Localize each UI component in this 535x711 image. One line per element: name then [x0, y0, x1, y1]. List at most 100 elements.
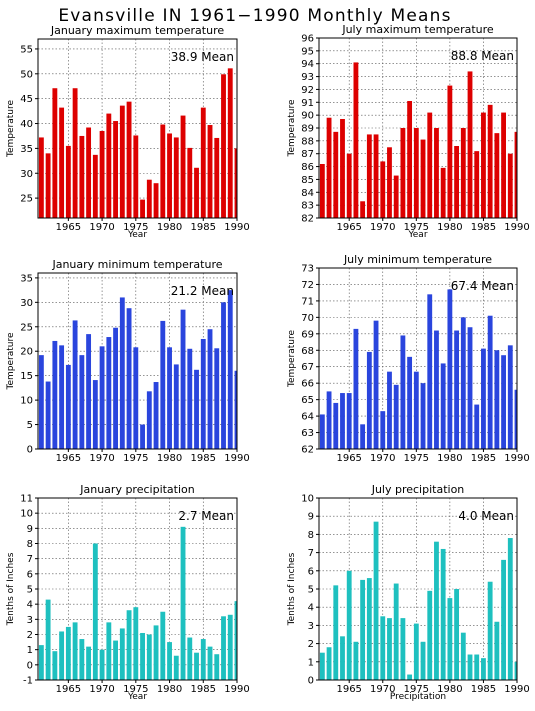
bar-1990	[234, 601, 237, 680]
x-tick-label: 1990	[224, 684, 249, 695]
y-tick-label: 72	[301, 280, 314, 291]
bar-1988	[501, 112, 506, 218]
bar-1970	[99, 130, 105, 218]
bar-1988	[501, 559, 506, 680]
y-tick-label: 1	[27, 645, 33, 656]
bar-1966	[353, 328, 359, 449]
x-tick-label: 1985	[191, 453, 216, 464]
x-tick-label: 1970	[370, 684, 395, 695]
bar-1969	[373, 320, 379, 449]
bar-1967	[360, 579, 366, 680]
y-tick-label: 67	[301, 362, 314, 373]
bar-1984	[194, 652, 199, 680]
y-tick-label: 87	[301, 149, 314, 160]
chart-title: January minimum temperature	[51, 258, 222, 271]
bar-series	[319, 62, 517, 218]
bar-1963	[333, 402, 339, 449]
x-tick-label: 1985	[191, 222, 216, 233]
y-tick-label: 82	[301, 214, 314, 225]
y-tick-label: 7	[308, 548, 314, 559]
y-tick-label: 86	[301, 162, 314, 173]
bar-series	[319, 521, 517, 680]
y-tick-label: 90	[301, 111, 314, 122]
y-tick-label: 2	[308, 639, 314, 650]
y-tick-label: 30	[20, 298, 33, 309]
y-axis-label: Temperature	[6, 100, 16, 158]
bar-1974	[126, 610, 132, 680]
x-axis: 1965 1970 1975 1980 1985 1990	[56, 449, 250, 464]
bar-1961	[319, 652, 325, 680]
bar-1964	[59, 107, 65, 218]
bar-1970	[380, 616, 386, 680]
x-tick-label: 1990	[224, 453, 249, 464]
x-axis: 1965 1970 1975 1980 1985 1990	[56, 680, 250, 695]
bar-1983	[467, 327, 473, 449]
bar-1978	[434, 330, 439, 449]
bar-1973	[400, 335, 406, 449]
bar-1980	[447, 85, 453, 218]
x-tick-label: 1990	[224, 222, 249, 233]
bar-1964	[340, 393, 345, 449]
chart-panel-5: -1 0 1 2 3 4 5 6 7 8 9 10 11 1965 1970 1975 1980 1985 1990…	[6, 483, 250, 702]
x-axis-label: Year	[407, 230, 427, 240]
y-tick-label: 15	[20, 371, 33, 382]
bar-1987	[214, 348, 220, 449]
y-tick-label: 30	[20, 169, 33, 180]
bar-1969	[373, 134, 379, 218]
bar-1966	[72, 320, 78, 449]
x-tick-label: 1965	[336, 222, 361, 233]
x-tick-label: 1965	[56, 684, 81, 695]
bar-1977	[146, 179, 152, 218]
y-tick-label: 91	[301, 98, 314, 109]
bar-1983	[467, 654, 473, 680]
bar-1984	[194, 167, 199, 218]
bar-1962	[326, 647, 332, 680]
y-tick-label: 71	[301, 296, 314, 307]
y-tick-label: 10	[20, 509, 33, 520]
y-tick-label: -1	[23, 676, 33, 687]
y-tick-label: 1	[308, 657, 314, 668]
bar-1963	[333, 585, 339, 680]
y-tick-label: 6	[308, 566, 314, 577]
x-tick-label: 1990	[504, 222, 529, 233]
bar-1980	[447, 598, 453, 680]
x-tick-label: 1975	[404, 222, 429, 233]
x-axis-label: Year	[127, 692, 147, 702]
y-tick-label: 20	[20, 347, 33, 358]
bar-1985	[481, 348, 486, 449]
x-tick-label: 1980	[437, 684, 462, 695]
y-tick-label: 3	[308, 621, 314, 632]
bar-1965	[65, 145, 71, 218]
y-tick-label: 55	[20, 44, 33, 55]
bar-1972	[393, 583, 399, 680]
bar-1976	[140, 199, 145, 218]
bar-1982	[180, 526, 186, 680]
y-tick-label: 88	[301, 136, 314, 147]
bar-1964	[59, 631, 65, 680]
y-tick-label: 9	[308, 512, 314, 523]
y-tick-label: 35	[20, 273, 33, 284]
bar-1985	[200, 339, 206, 449]
y-axis: 62 63 64 65 66 67 68 69 70 71 72 73	[301, 264, 319, 456]
bar-1986	[487, 104, 493, 218]
bar-1987	[494, 350, 500, 449]
y-tick-label: 3	[27, 615, 33, 626]
y-tick-label: 93	[301, 72, 314, 83]
x-tick-label: 1970	[370, 222, 395, 233]
bar-series	[38, 526, 237, 680]
bar-1978	[434, 541, 439, 680]
x-tick-label: 1990	[504, 684, 529, 695]
bar-1983	[187, 348, 193, 449]
y-tick-label: 25	[20, 322, 33, 333]
bar-1984	[194, 369, 199, 449]
bar-1979	[440, 548, 446, 680]
x-tick-label: 1965	[336, 684, 361, 695]
x-axis: 1965 1970 1975 1980 1985 1990	[56, 218, 250, 233]
bar-1988	[221, 616, 226, 680]
bar-1971	[387, 371, 392, 449]
y-tick-label: 40	[20, 119, 33, 130]
chart-panel-3: 0 5 10 15 20 25 30 35 1965 1970 1975 1980 1985 1990 Ja…	[6, 258, 250, 464]
x-axis-label: Precipitation	[390, 692, 446, 702]
